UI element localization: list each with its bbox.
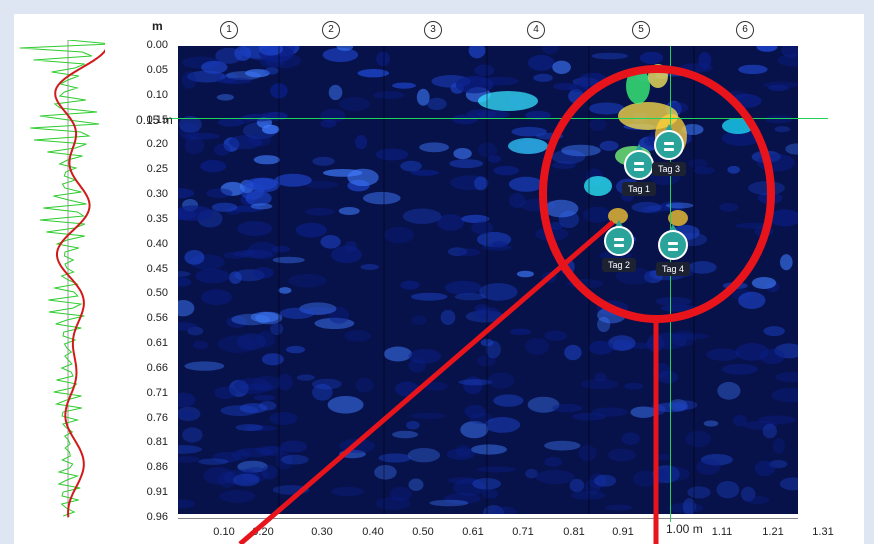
depth-cursor-label: 0.15 m (136, 113, 173, 127)
depth-tick-label: 0.20 (146, 138, 168, 151)
depth-tick-label: 0.56 (146, 312, 168, 325)
depth-tick-label: 0.35 (146, 212, 168, 225)
depth-unit-label: m (152, 19, 163, 33)
tag-label: Tag 3 (652, 162, 686, 176)
position-tick-label: 0.30 (311, 526, 333, 538)
tag-marker-3[interactable]: Tag 3 (652, 124, 686, 182)
depth-tick-label: 0.86 (146, 461, 168, 474)
channel-marker-3[interactable]: 3 (424, 21, 442, 39)
depth-tick-label: 0.91 (146, 486, 168, 499)
channel-marker-2[interactable]: 2 (322, 21, 340, 39)
tag-pin-icon (604, 226, 634, 256)
position-tick-label: 1.31 (812, 526, 834, 538)
tag-label: Tag 2 (602, 258, 636, 272)
depth-tick-label: 0.15 (146, 113, 168, 126)
depth-cursor-line[interactable] (168, 118, 828, 119)
position-tick-label: 0.71 (512, 526, 534, 538)
x-axis-line (178, 518, 798, 519)
channel-marker-6[interactable]: 6 (736, 21, 754, 39)
tag-marker-4[interactable]: Tag 4 (656, 224, 690, 282)
a-scan-trace-plot (19, 40, 105, 518)
position-cursor-line[interactable] (670, 46, 671, 522)
position-tick-label: 0.10 (213, 526, 235, 538)
position-tick-label: 1.11 (711, 526, 733, 538)
channel-marker-4[interactable]: 4 (527, 21, 545, 39)
depth-tick-label: 0.00 (146, 39, 168, 51)
depth-tick-label: 0.61 (146, 337, 168, 350)
channel-marker-5[interactable]: 5 (632, 21, 650, 39)
depth-tick-label: 0.10 (146, 88, 168, 101)
position-tick-label: 0.91 (612, 526, 634, 538)
tag-pin-icon (654, 130, 684, 160)
position-tick-label: 0.40 (362, 526, 384, 538)
depth-tick-label: 0.81 (146, 436, 168, 449)
tag-marker-2[interactable]: Tag 2 (602, 220, 636, 278)
channel-marker-1[interactable]: 1 (220, 21, 238, 39)
position-tick-label: 0.81 (563, 526, 585, 538)
depth-tick-label: 0.96 (146, 511, 168, 523)
position-cursor-label: 1.00 m (664, 522, 705, 536)
position-tick-label: 1.21 (762, 526, 784, 538)
depth-tick-label: 0.25 (146, 163, 168, 176)
trace-envelope (54, 40, 105, 518)
depth-tick-label: 0.76 (146, 411, 168, 424)
tag-pin-icon (624, 150, 654, 180)
tag-label: Tag 4 (656, 262, 690, 276)
trace-raw-signal (19, 40, 105, 517)
tag-pin-icon (658, 230, 688, 260)
position-tick-label: 0.50 (412, 526, 434, 538)
depth-tick-label: 0.45 (146, 262, 168, 275)
depth-tick-label: 0.40 (146, 237, 168, 250)
tag-label: Tag 1 (622, 182, 656, 196)
depth-tick-label: 0.05 (146, 63, 168, 76)
depth-tick-label: 0.50 (146, 287, 168, 300)
position-tick-label: 0.20 (252, 526, 274, 538)
depth-tick-label: 0.66 (146, 361, 168, 374)
depth-tick-label: 0.30 (146, 188, 168, 201)
radargram[interactable] (178, 46, 798, 514)
depth-tick-label: 0.71 (146, 386, 168, 399)
tag-marker-1[interactable]: Tag 1 (622, 144, 656, 202)
position-tick-label: 0.61 (462, 526, 484, 538)
